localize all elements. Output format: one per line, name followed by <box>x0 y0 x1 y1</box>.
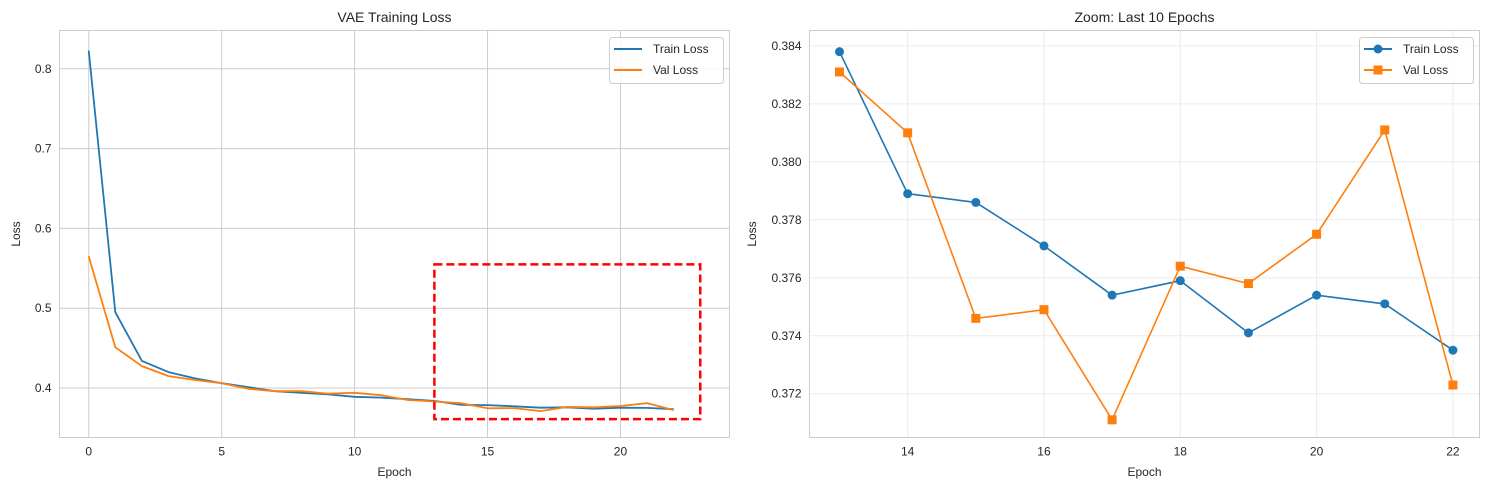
legend-val-label: Val Loss <box>1403 63 1448 77</box>
y-axis-label: Loss <box>745 221 759 246</box>
y-tick-label: 0.376 <box>771 271 801 285</box>
data-point-square <box>1380 125 1390 135</box>
legend: Train Loss Val Loss <box>1359 37 1474 84</box>
data-point-circle <box>1175 276 1185 286</box>
grid-lines <box>809 30 1480 438</box>
data-point-circle <box>1107 290 1117 300</box>
y-axis-label: Loss <box>9 221 23 246</box>
data-point-circle <box>1243 328 1253 338</box>
y-tick-label: 0.382 <box>771 97 801 111</box>
y-tick-label: 0.7 <box>35 142 52 156</box>
square-marker-icon <box>1373 65 1383 75</box>
chart-title: Zoom: Last 10 Epochs <box>1074 9 1214 25</box>
data-point-square <box>1175 261 1185 271</box>
x-tick-label: 16 <box>1037 445 1051 459</box>
val-loss-line <box>838 71 1454 421</box>
data-point-circle <box>1380 299 1390 309</box>
chart-title: VAE Training Loss <box>337 9 451 25</box>
data-point-circle <box>1448 345 1458 355</box>
x-tick-label: 14 <box>901 445 915 459</box>
x-tick-label: 10 <box>348 445 362 459</box>
y-tick-label: 0.374 <box>771 329 801 343</box>
data-point-square <box>1243 279 1253 289</box>
data-point-square <box>903 128 913 138</box>
y-tick-label: 0.5 <box>35 301 52 315</box>
y-tick-label: 0.8 <box>35 62 52 76</box>
data-point-circle <box>1312 290 1322 300</box>
circle-marker-icon <box>1373 44 1383 54</box>
legend: Train Loss Val Loss <box>609 37 724 84</box>
legend-val-label: Val Loss <box>653 63 698 77</box>
plot-area <box>59 30 730 438</box>
y-tick-label: 0.372 <box>771 387 801 401</box>
x-tick-label: 5 <box>218 445 225 459</box>
x-axis-label: Epoch <box>1127 465 1161 479</box>
data-point-circle <box>1039 241 1049 251</box>
y-tick-label: 0.380 <box>771 155 801 169</box>
y-tick-label: 0.6 <box>35 221 52 235</box>
x-tick-labels: 14 16 18 20 22 <box>901 445 1460 459</box>
x-tick-label: 20 <box>1310 445 1324 459</box>
legend-train-label: Train Loss <box>653 42 709 56</box>
val-loss-line <box>87 256 674 413</box>
y-tick-labels: 0.4 0.5 0.6 0.7 0.8 <box>35 62 52 395</box>
plot-area <box>809 30 1480 438</box>
data-point-circle <box>834 47 844 57</box>
x-tick-label: 22 <box>1446 445 1460 459</box>
x-tick-label: 0 <box>85 445 92 459</box>
x-tick-label: 18 <box>1174 445 1188 459</box>
data-point-circle <box>903 189 913 199</box>
data-point-square <box>1312 229 1322 239</box>
zoom-region-highlight <box>433 263 702 421</box>
data-point-square <box>1039 305 1049 315</box>
x-tick-labels: 0 5 10 15 20 <box>85 445 627 459</box>
data-point-circle <box>971 197 981 207</box>
train-loss-line <box>838 51 1454 351</box>
x-axis-label: Epoch <box>377 465 411 479</box>
axes-frame <box>809 30 1480 438</box>
y-tick-label: 0.378 <box>771 213 801 227</box>
chart-vae-training-loss: 0 5 10 15 20 0.4 0.5 0.6 0.7 0.8 VAE Training Lo… <box>9 9 730 479</box>
data-lines <box>834 47 1458 425</box>
y-tick-label: 0.4 <box>35 381 52 395</box>
data-point-square <box>1448 380 1458 390</box>
y-tick-label: 0.384 <box>771 39 801 53</box>
data-point-square <box>1107 415 1117 425</box>
data-point-square <box>834 67 844 77</box>
axes-frame <box>59 30 730 438</box>
chart-zoom-last-10-epochs: 14 16 18 20 22 0.372 0.374 0.376 0.378 0.380 0.38… <box>745 9 1480 479</box>
x-tick-label: 15 <box>481 445 495 459</box>
data-point-square <box>971 313 981 323</box>
data-lines <box>87 50 674 413</box>
legend-train-label: Train Loss <box>1403 42 1459 56</box>
y-tick-labels: 0.372 0.374 0.376 0.378 0.380 0.382 0.384 <box>771 39 801 401</box>
x-tick-label: 20 <box>614 445 628 459</box>
